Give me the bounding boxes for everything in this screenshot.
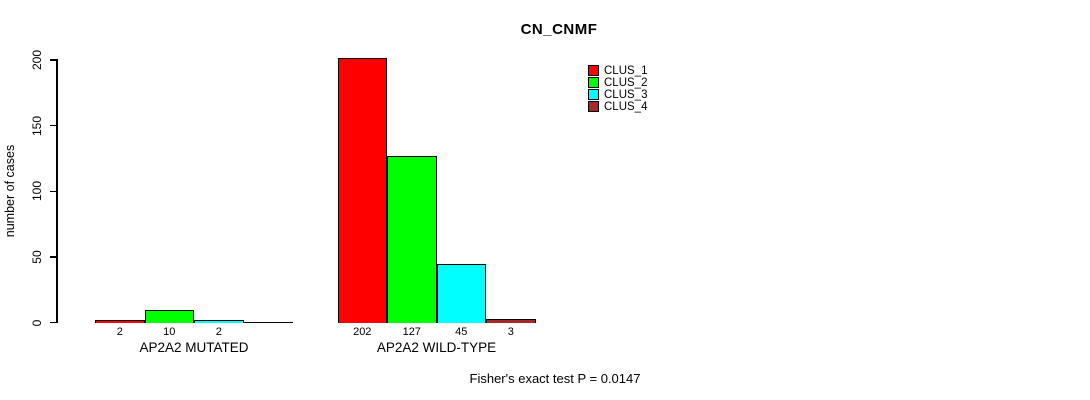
- bar-clus-3-ap2a2-mutated: [194, 320, 244, 323]
- y-axis-tick: [50, 256, 57, 258]
- y-axis-tick-label: 100: [30, 181, 44, 202]
- legend-label: CLUS_3: [604, 88, 648, 101]
- x-axis-category-label: AP2A2 WILD-TYPE: [376, 340, 497, 355]
- y-axis-label: number of cases: [3, 144, 17, 238]
- x-axis-category-label: AP2A2 MUTATED: [139, 340, 249, 355]
- bar-clus-1-ap2a2-wild-type: [337, 57, 387, 323]
- chart-title: CN_CNMF: [520, 21, 598, 38]
- y-axis-tick-label: 0: [30, 319, 44, 326]
- bar-value-label: 2: [215, 326, 222, 338]
- bar-value-label: 45: [455, 326, 468, 338]
- y-axis-tick: [50, 59, 57, 61]
- y-axis-tick-label: 150: [30, 115, 44, 136]
- bar-value-label: 2: [116, 326, 123, 338]
- legend-swatch-clus-3: [588, 89, 599, 100]
- bar-value-label: 10: [163, 326, 176, 338]
- legend-swatch-clus-4: [588, 101, 599, 112]
- legend-label: CLUS_1: [604, 64, 648, 77]
- bar-clus-2-ap2a2-wild-type: [387, 156, 437, 323]
- y-axis-tick: [50, 124, 57, 127]
- y-axis-tick: [50, 190, 57, 192]
- bar-value-label: 202: [353, 326, 372, 338]
- bar-clus-3-ap2a2-wild-type: [436, 263, 486, 323]
- y-axis-tick-label: 50: [30, 250, 44, 264]
- bar-clus-4-ap2a2-wild-type: [486, 319, 536, 323]
- bar-value-label: 127: [402, 326, 421, 338]
- legend-swatch-clus-1: [588, 65, 599, 76]
- y-axis-tick: [50, 321, 57, 324]
- y-axis-tick-label: 200: [30, 49, 44, 71]
- bar-value-label: 3: [507, 326, 514, 338]
- legend-label: CLUS_2: [604, 76, 648, 89]
- legend-swatch-clus-2: [588, 77, 599, 88]
- fisher-test-annotation: Fisher's exact test P = 0.0147: [469, 371, 641, 386]
- bar-clus-1-ap2a2-mutated: [95, 320, 145, 323]
- bar-clus-2-ap2a2-mutated: [144, 309, 194, 323]
- legend-label: CLUS_4: [604, 100, 648, 113]
